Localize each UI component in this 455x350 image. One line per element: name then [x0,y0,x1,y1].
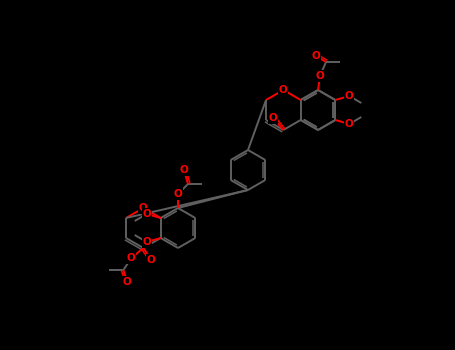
Text: O: O [279,85,288,95]
Text: O: O [269,113,278,123]
Text: O: O [147,255,156,265]
Text: O: O [345,119,354,129]
Text: O: O [345,91,354,101]
Text: O: O [127,253,136,263]
Text: O: O [139,203,148,213]
Text: O: O [142,209,151,219]
Text: O: O [123,277,132,287]
Text: O: O [180,165,188,175]
Text: O: O [312,51,320,61]
Text: O: O [142,237,151,247]
Text: O: O [316,71,324,81]
Text: O: O [174,189,182,199]
